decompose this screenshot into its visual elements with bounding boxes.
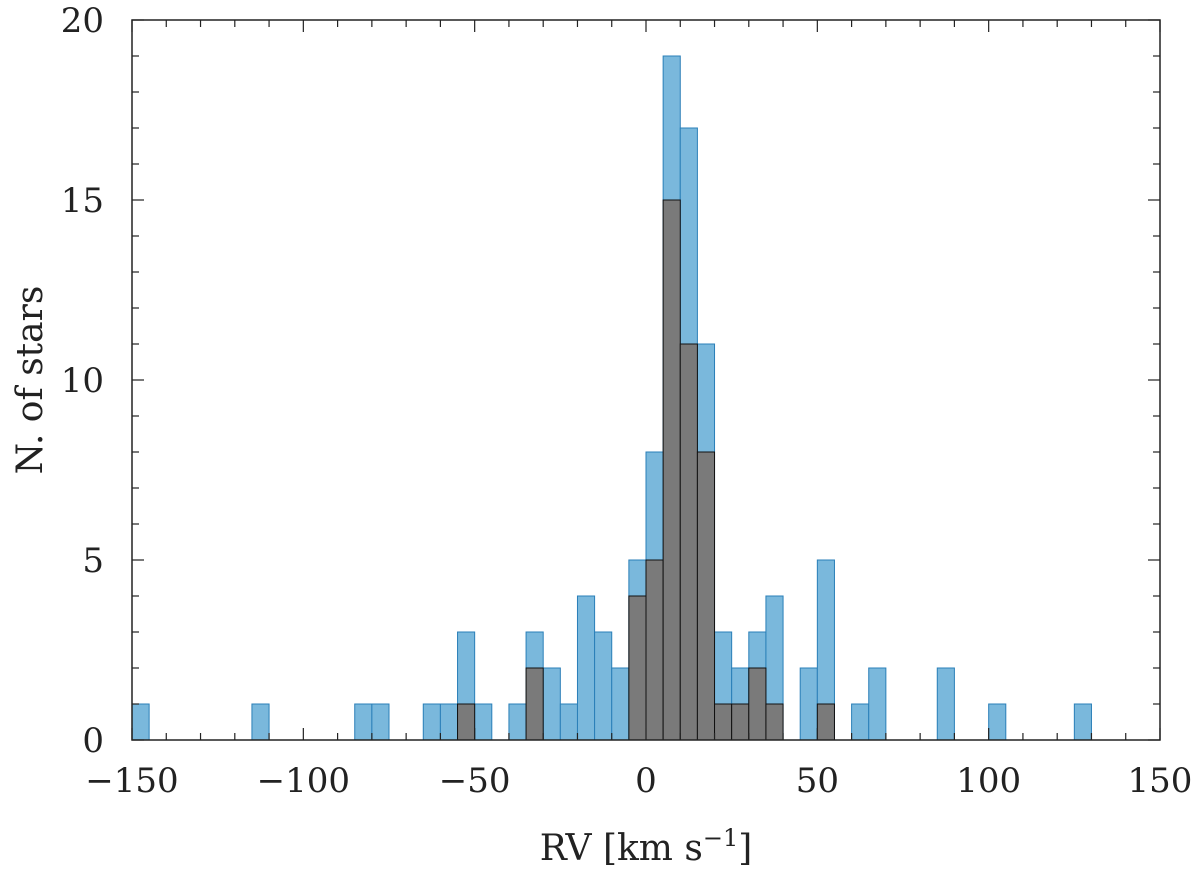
histogram-bar-series-2: [457, 703, 476, 741]
x-tick-label: −50: [439, 761, 511, 801]
x-axis-title: RV [km s−1]: [540, 824, 753, 869]
histogram-bar-series-1: [1073, 703, 1092, 741]
x-tick-label: 50: [796, 761, 839, 801]
x-tick-label: −150: [85, 761, 178, 801]
y-tick-label: 0: [82, 721, 104, 761]
histogram-bar-series-1: [988, 703, 1007, 741]
histogram-bar-series-2: [748, 667, 767, 741]
histogram-bar-series-1: [851, 703, 870, 741]
histogram-bar-series-1: [611, 667, 630, 741]
histogram-bar-series-2: [696, 451, 716, 741]
x-tick-label: 100: [956, 761, 1021, 801]
histogram-bar-series-2: [679, 343, 698, 741]
histogram-bar-series-1: [422, 703, 441, 741]
histogram-bar-series-2: [628, 595, 647, 741]
histogram-bar-series-1: [354, 703, 373, 741]
histogram-bar-series-1: [576, 595, 596, 741]
y-tick-label: 10: [61, 361, 104, 401]
y-axis-title: N. of stars: [10, 286, 51, 475]
histogram-bar-series-1: [474, 703, 493, 741]
x-axis-title-suffix: ]: [738, 828, 752, 869]
histogram-bar-series-2: [662, 199, 681, 741]
x-axis-title-exponent: −1: [703, 824, 738, 852]
histogram-bar-series-1: [559, 703, 578, 741]
histogram-bar-series-1: [508, 703, 527, 741]
y-tick-label: 15: [61, 181, 104, 221]
histogram-bar-series-1: [542, 667, 561, 741]
histogram-bar-series-1: [251, 703, 270, 741]
histogram-bar-series-1: [371, 703, 390, 741]
histogram-bar-series-2: [525, 667, 544, 741]
histogram-bar-series-1: [131, 703, 150, 741]
x-tick-label: −100: [257, 761, 350, 801]
y-tick-label: 20: [61, 1, 104, 41]
tick-labels-layer: −150 −100 −50 0 50 100 150 0 5 10 15 20: [61, 1, 1193, 801]
x-tick-label: 0: [635, 761, 657, 801]
histogram-bar-series-1: [936, 667, 955, 741]
histogram-bar-series-1: [799, 667, 818, 741]
ticks-layer: [131, 19, 1161, 741]
histogram-bar-series-1: [594, 631, 613, 741]
histogram-bar-series-2: [816, 703, 835, 741]
y-tick-label: 5: [82, 541, 104, 581]
histogram-bar-series-2: [765, 703, 784, 741]
bars-layer: [131, 55, 1092, 741]
histogram-bar-series-1: [868, 667, 887, 741]
x-axis-title-main: RV [km s: [540, 828, 703, 869]
histogram-bar-series-1: [439, 703, 459, 741]
histogram-bar-series-2: [714, 703, 733, 741]
x-tick-label: 150: [1128, 761, 1193, 801]
histogram-bar-series-2: [731, 703, 750, 741]
histogram-bar-series-2: [645, 559, 664, 741]
